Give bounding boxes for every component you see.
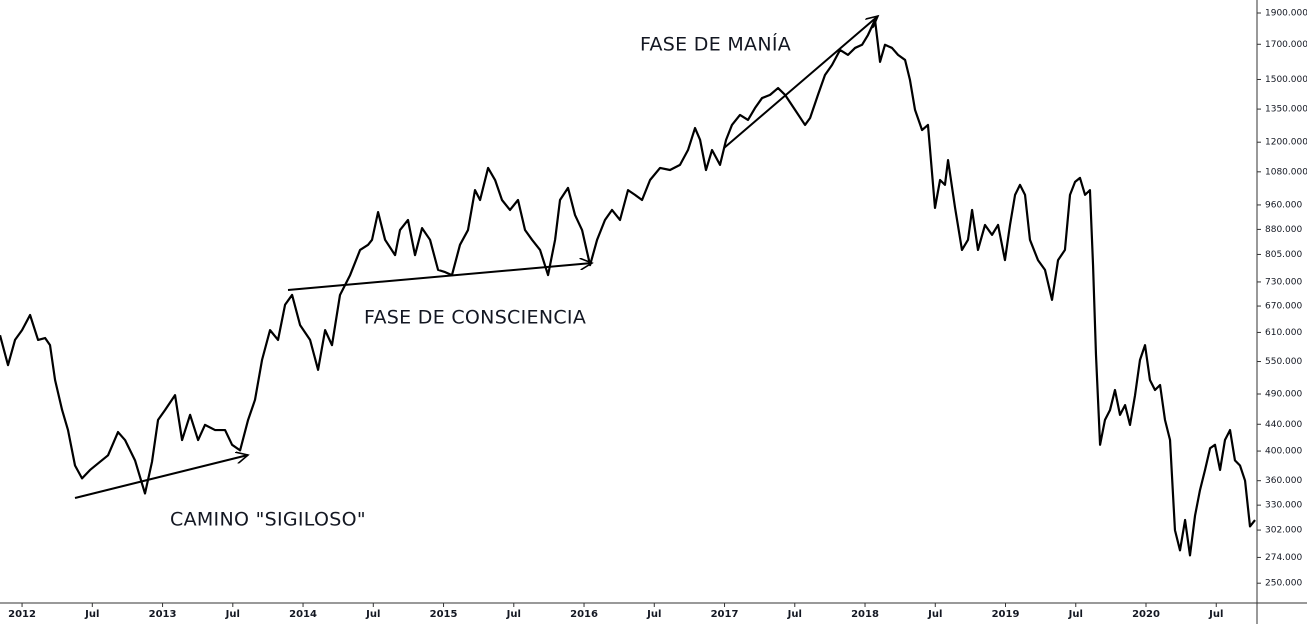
y-tick-label: 610.000 [1265, 328, 1302, 338]
x-tick-label: Jul [1208, 609, 1223, 620]
y-tick-label: 1080.000 [1265, 167, 1307, 177]
x-tick-label: 2014 [289, 609, 317, 620]
y-tick-label: 274.000 [1265, 553, 1302, 563]
x-tick-label: Jul [84, 609, 99, 620]
annotation: FASE DE CONSCIENCIA [364, 307, 586, 329]
arrow [723, 16, 878, 149]
x-tick-label: 2018 [851, 609, 879, 620]
y-tick-label: 1900.000 [1265, 9, 1307, 19]
y-tick-label: 1200.000 [1265, 138, 1307, 148]
y-tick-label: 1700.000 [1265, 40, 1307, 50]
x-tick-label: Jul [927, 609, 942, 620]
y-tick-label: 330.000 [1265, 501, 1302, 511]
x-tick-label: Jul [365, 609, 380, 620]
y-tick-label: 670.000 [1265, 302, 1302, 312]
plot-area [0, 18, 1256, 557]
annotation: FASE DE MANÍA [640, 33, 791, 56]
x-tick-label: Jul [787, 609, 802, 620]
y-tick-label: 490.000 [1265, 390, 1302, 400]
y-tick-label: 400.000 [1265, 447, 1302, 457]
y-tick-label: 550.000 [1265, 357, 1302, 367]
y-tick-label: 440.000 [1265, 420, 1302, 430]
x-tick-label: 2012 [8, 609, 36, 620]
annotation: CAMINO "SIGILOSO" [170, 509, 366, 531]
x-tick-label: Jul [225, 609, 240, 620]
x-tick-label: 2017 [711, 609, 739, 620]
x-tick-label: 2020 [1132, 609, 1160, 620]
x-tick-label: Jul [506, 609, 521, 620]
y-tick-label: 1500.000 [1265, 75, 1307, 85]
x-tick-label: 2013 [149, 609, 177, 620]
x-tick-label: 2016 [570, 609, 598, 620]
arrow [287, 263, 592, 291]
y-tick-label: 360.000 [1265, 476, 1302, 486]
y-tick-label: 805.000 [1265, 250, 1302, 260]
y-tick-label: 302.000 [1265, 526, 1302, 536]
y-tick-label: 250.000 [1265, 579, 1302, 589]
arrow [74, 455, 248, 499]
y-tick-label: 960.000 [1265, 200, 1302, 210]
price-line [0, 18, 1256, 557]
x-tick-label: Jul [646, 609, 661, 620]
y-tick-label: 730.000 [1265, 277, 1302, 287]
x-tick-label: Jul [1068, 609, 1083, 620]
x-tick-label: 2019 [992, 609, 1020, 620]
x-tick-label: 2015 [430, 609, 458, 620]
y-tick-label: 1350.000 [1265, 105, 1307, 115]
y-tick-label: 880.000 [1265, 225, 1302, 235]
